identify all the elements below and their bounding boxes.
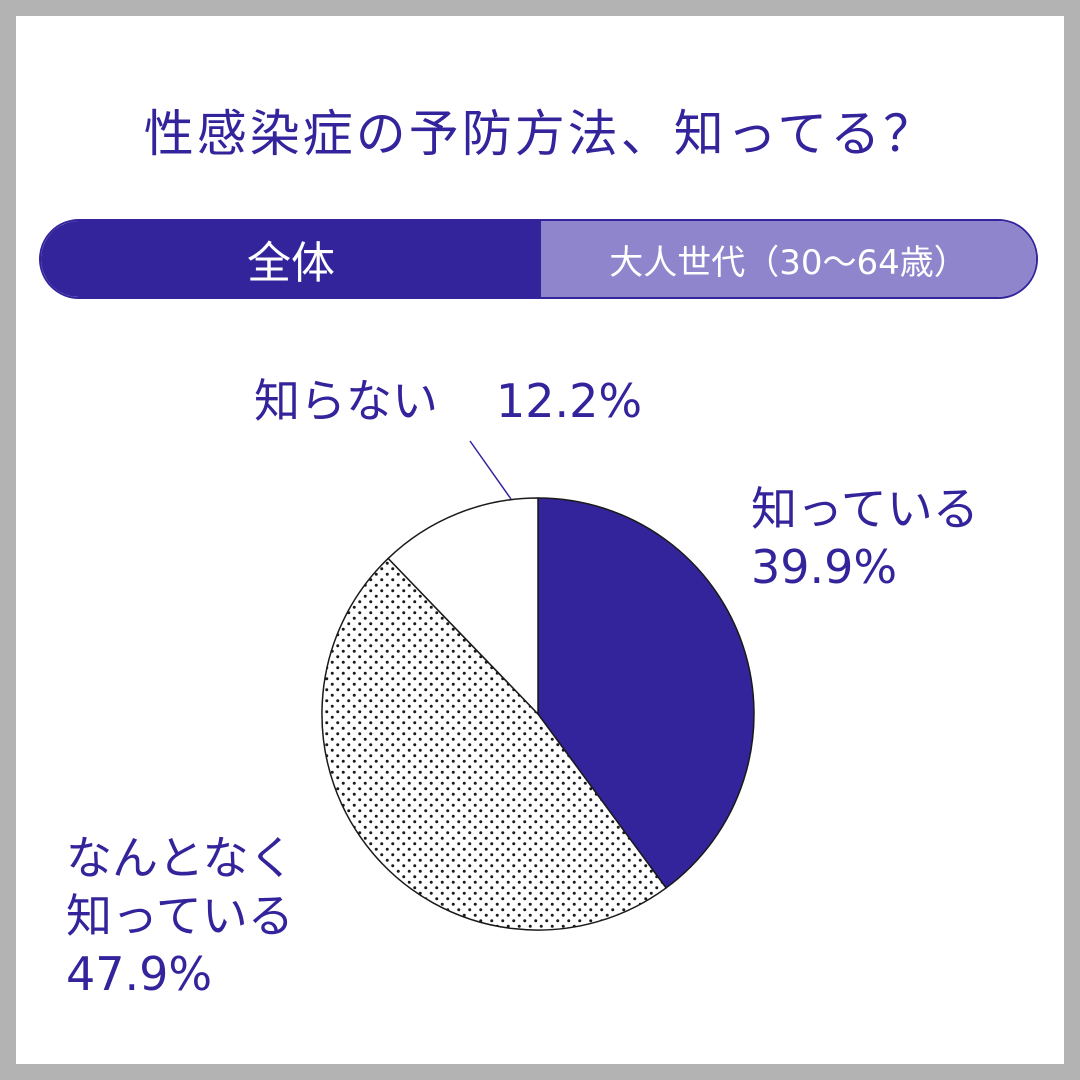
pie-slice-know <box>537 497 755 889</box>
tab-overall[interactable]: 全体 <box>41 221 541 297</box>
label-somewhat-know-line1: なんとなく <box>66 831 295 885</box>
chart-title: 性感染症の予防方法、知ってる？ <box>143 105 937 163</box>
label-dont-know-text: 知らない <box>254 374 438 428</box>
label-know-text: 知っている <box>751 482 979 536</box>
label-know: 知っている 39.9% <box>751 480 979 596</box>
leader-line-dont-know <box>469 440 512 500</box>
segment-tabs: 全体 大人世代（30～64歳） <box>39 219 1038 299</box>
chart-card: 性感染症の予防方法、知ってる？ 全体 大人世代（30～64歳） 知っている 39… <box>16 16 1064 1064</box>
label-somewhat-know: なんとなく 知っている 47.9% <box>66 829 295 1003</box>
pie-slice-somewhat-know <box>321 557 668 931</box>
label-know-value: 39.9% <box>751 540 898 594</box>
pie-chart <box>321 440 755 931</box>
label-dont-know-value: 12.2% <box>496 374 643 428</box>
tab-adult-generation[interactable]: 大人世代（30～64歳） <box>541 221 1036 297</box>
label-somewhat-know-line2: 知っている <box>66 889 294 943</box>
label-somewhat-know-value: 47.9% <box>66 947 213 1001</box>
label-dont-know: 知らない 12.2% <box>254 372 642 430</box>
pie-slice-dont-know <box>387 497 539 716</box>
